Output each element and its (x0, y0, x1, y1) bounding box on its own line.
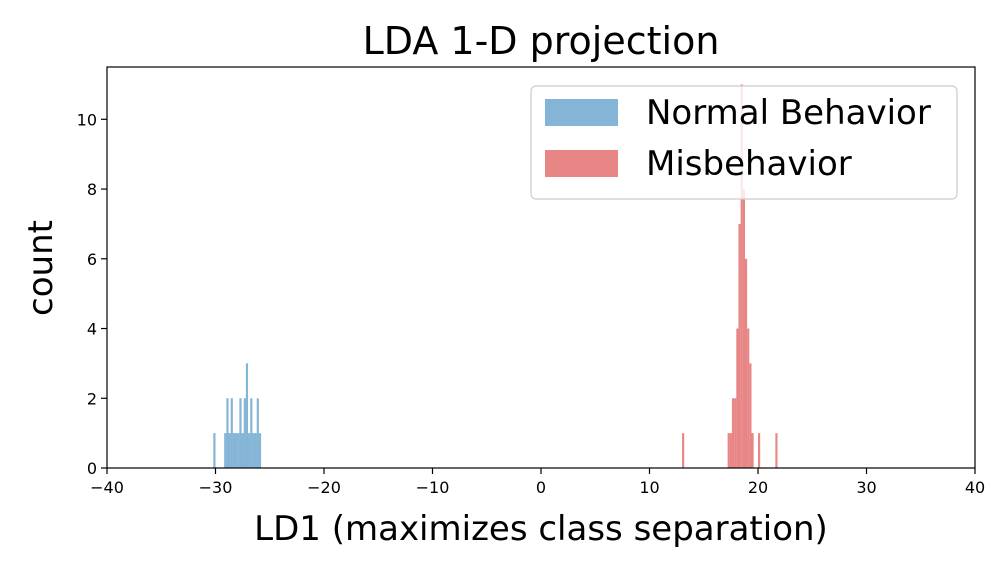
histogram-bar-normal-behavior (224, 433, 227, 468)
legend-swatch-normal-behavior (545, 99, 618, 126)
histogram-bar-normal-behavior (226, 398, 229, 468)
histogram-bar-misbehavior (744, 258, 748, 468)
y-tick-label: 10 (77, 110, 97, 129)
histogram-bar-misbehavior (731, 398, 735, 468)
x-tick-label: 40 (965, 478, 985, 497)
histogram-bar-normal-behavior (228, 433, 231, 468)
histogram-bar-normal-behavior (239, 398, 242, 468)
legend-swatch-misbehavior (545, 150, 618, 177)
histogram-bar-normal-behavior (252, 433, 255, 468)
histogram-bar-normal-behavior (230, 398, 233, 468)
legend-label-misbehavior: Misbehavior (646, 144, 852, 184)
histogram-bar-normal-behavior (245, 363, 249, 468)
histogram-bar-normal-behavior (237, 433, 240, 468)
histogram-bar-normal-behavior (254, 433, 257, 468)
histogram-bar-misbehavior (727, 433, 730, 468)
histogram-bar-misbehavior (729, 433, 732, 468)
histogram-bar-normal-behavior (213, 433, 216, 468)
y-axis-label: count (21, 220, 61, 316)
y-tick-label: 4 (87, 320, 97, 339)
histogram-bar-misbehavior (682, 433, 685, 468)
histogram-bar-misbehavior (749, 363, 752, 468)
histogram-bar-normal-behavior (258, 433, 262, 468)
histogram-bar-normal-behavior (243, 398, 246, 468)
histogram-bar-misbehavior (742, 189, 745, 469)
y-tick-label: 8 (87, 180, 97, 199)
y-tick-label: 2 (87, 389, 97, 408)
x-tick-label: 20 (748, 478, 768, 497)
x-tick-label: 0 (536, 478, 546, 497)
histogram-bar-misbehavior (747, 328, 750, 468)
histogram-bar-normal-behavior (250, 398, 253, 468)
histogram-bar-misbehavior (758, 433, 761, 468)
legend-box (530, 85, 958, 200)
y-tick-label: 0 (87, 459, 97, 478)
bars-layer (213, 84, 778, 469)
y-tick-label: 6 (87, 250, 97, 269)
histogram-bar-misbehavior (738, 223, 741, 468)
x-axis-ticks: −40 −30 −20 −10 0 10 20 30 40 (90, 468, 985, 497)
histogram-bar-misbehavior (734, 398, 737, 468)
x-tick-label: −40 (90, 478, 124, 497)
histogram-bar-misbehavior (736, 328, 739, 468)
histogram-bar-normal-behavior (248, 433, 251, 468)
histogram-bar-misbehavior (775, 433, 778, 468)
chart-title: LDA 1-D projection (363, 19, 720, 63)
histogram-bar-normal-behavior (235, 433, 238, 468)
x-tick-label: −30 (199, 478, 233, 497)
x-tick-label: −20 (307, 478, 341, 497)
histogram-bar-normal-behavior (256, 398, 259, 468)
x-axis-label: LD1 (maximizes class separation) (254, 509, 828, 549)
x-tick-label: 10 (639, 478, 659, 497)
legend: Normal Behavior Misbehavior (530, 85, 958, 200)
histogram-bar-normal-behavior (232, 433, 236, 468)
x-tick-label: 30 (856, 478, 876, 497)
y-axis-ticks: 0 2 4 6 8 10 (77, 110, 107, 478)
x-tick-label: −10 (416, 478, 450, 497)
histogram-bar-misbehavior (740, 84, 743, 469)
legend-label-normal-behavior: Normal Behavior (646, 93, 931, 133)
histogram-bar-normal-behavior (241, 433, 244, 468)
histogram-bar-misbehavior (751, 433, 754, 468)
